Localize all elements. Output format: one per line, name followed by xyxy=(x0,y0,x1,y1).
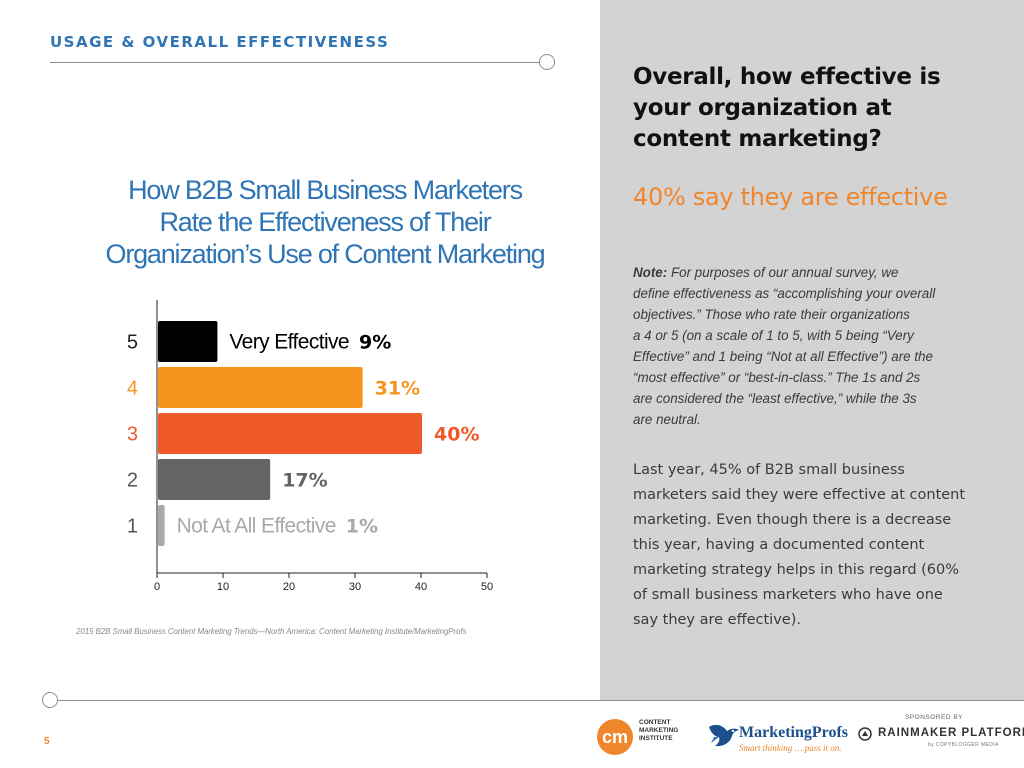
question-line: content marketing? xyxy=(633,126,882,152)
bar-category-label: Very Effective xyxy=(229,331,349,354)
body-line: say they are effective). xyxy=(633,612,801,628)
chart-title-line: How B2B Small Business Marketers xyxy=(128,175,523,205)
bar-value-label: 40% xyxy=(434,424,479,446)
note-line: Note: For purposes of our annual survey,… xyxy=(633,262,1003,283)
bar-5 xyxy=(158,321,218,362)
sponsor-label: SPONSORED BY xyxy=(905,714,964,721)
y-category-label: 2 xyxy=(127,470,138,492)
x-tick-label: 10 xyxy=(217,581,229,593)
note-line: are neutral. xyxy=(633,412,701,427)
note-line: objectives.” Those who rate their organi… xyxy=(633,307,910,322)
cmi-wordmark-line: INSTITUTE xyxy=(639,735,673,742)
chart-title-line: Organization’s Use of Content Marketing xyxy=(105,239,546,269)
x-tick-label: 0 xyxy=(154,581,160,593)
body-paragraph: Last year, 45% of B2B small business mar… xyxy=(633,458,1003,633)
marketingprofs-tagline: Smart thinking … pass it on. xyxy=(739,743,842,753)
chart-title: How B2B Small Business Marketers Rate th… xyxy=(40,174,610,270)
bar-value-label: 1% xyxy=(346,516,378,538)
right-panel xyxy=(600,0,1024,700)
note-line: “most effective” or “best-in-class.” The… xyxy=(633,370,921,385)
note-line: Effective” and 1 being “Not at all Effec… xyxy=(633,349,933,364)
bar-1 xyxy=(158,505,165,546)
question-line: your organization at xyxy=(633,95,892,121)
cmi-badge-icon: cm xyxy=(597,719,633,755)
body-line: this year, having a documented content xyxy=(633,537,925,553)
rainmaker-logo: RAINMAKER PLATFORM by COPYBLOGGER MEDIA xyxy=(858,724,1024,752)
bar-value-label: 9% xyxy=(359,332,391,354)
bar-category-label: Not At All Effective xyxy=(177,515,336,538)
note-line: a 4 or 5 (on a scale of 1 to 5, with 5 b… xyxy=(633,328,914,343)
body-line: Last year, 45% of B2B small business xyxy=(633,462,905,478)
marketingprofs-logo: MarketingProfs Smart thinking … pass it … xyxy=(705,715,849,760)
y-category-label: 1 xyxy=(127,516,138,538)
key-finding: 40% say they are effective xyxy=(633,183,948,211)
bar-2 xyxy=(158,459,271,500)
body-line: marketing strategy helps in this regard … xyxy=(633,562,960,578)
y-category-label: 5 xyxy=(127,332,138,354)
header-divider-knob xyxy=(539,54,555,70)
header-divider xyxy=(50,62,540,63)
source-note: 2015 B2B Small Business Content Marketin… xyxy=(76,627,467,636)
cmi-wordmark-line: CONTENT xyxy=(639,719,671,726)
y-category-label: 3 xyxy=(127,424,138,446)
cmi-wordmark-line: MARKETING xyxy=(639,727,679,734)
note-line-text: For purposes of our annual survey, we xyxy=(667,265,899,280)
note-label: Note: xyxy=(633,265,668,280)
chart-title-line: Rate the Effectiveness of Their xyxy=(159,207,491,237)
bar-4 xyxy=(158,367,363,408)
note-line: define effectiveness as “accomplishing y… xyxy=(633,286,936,301)
marketingprofs-wordmark: MarketingProfs xyxy=(739,724,849,741)
cmi-logo: cm CONTENT MARKETING INSTITUTE xyxy=(597,717,687,759)
x-tick-label: 30 xyxy=(349,581,361,593)
question-line: Overall, how effective is xyxy=(633,64,941,90)
y-category-label: 4 xyxy=(127,378,138,400)
body-line: of small business marketers who have one xyxy=(633,587,943,603)
cmi-wordmark: CONTENT MARKETING INSTITUTE xyxy=(639,719,678,743)
footer-divider-knob xyxy=(42,692,58,708)
body-line: marketing. Even though there is a decrea… xyxy=(633,512,952,528)
x-tick-label: 20 xyxy=(283,581,295,593)
question-heading: Overall, how effective is your organizat… xyxy=(633,62,1003,155)
x-tick-label: 50 xyxy=(481,581,493,593)
bar-value-label: 17% xyxy=(282,470,327,492)
rainmaker-wordmark: RAINMAKER PLATFORM xyxy=(878,727,1024,739)
effectiveness-bar-chart: 0 10 20 30 40 50 5 Very Effective 9% 4 31% 3 40% 2 17%… xyxy=(127,300,493,593)
section-label: USAGE & OVERALL EFFECTIVENESS xyxy=(50,33,390,51)
footer-divider xyxy=(58,700,1024,701)
page-number: 5 xyxy=(44,736,50,747)
bar-3 xyxy=(158,413,422,454)
body-line: marketers said they were effective at co… xyxy=(633,487,966,503)
bar-value-label: 31% xyxy=(375,378,420,400)
rainmaker-icon xyxy=(858,727,872,741)
rainmaker-subtitle: by COPYBLOGGER MEDIA xyxy=(928,742,999,748)
marketingprofs-bird-icon xyxy=(709,724,739,747)
note-block: Note: For purposes of our annual survey,… xyxy=(633,262,1003,430)
x-tick-label: 40 xyxy=(415,581,427,593)
note-line: are considered the “least effective,” wh… xyxy=(633,391,917,406)
